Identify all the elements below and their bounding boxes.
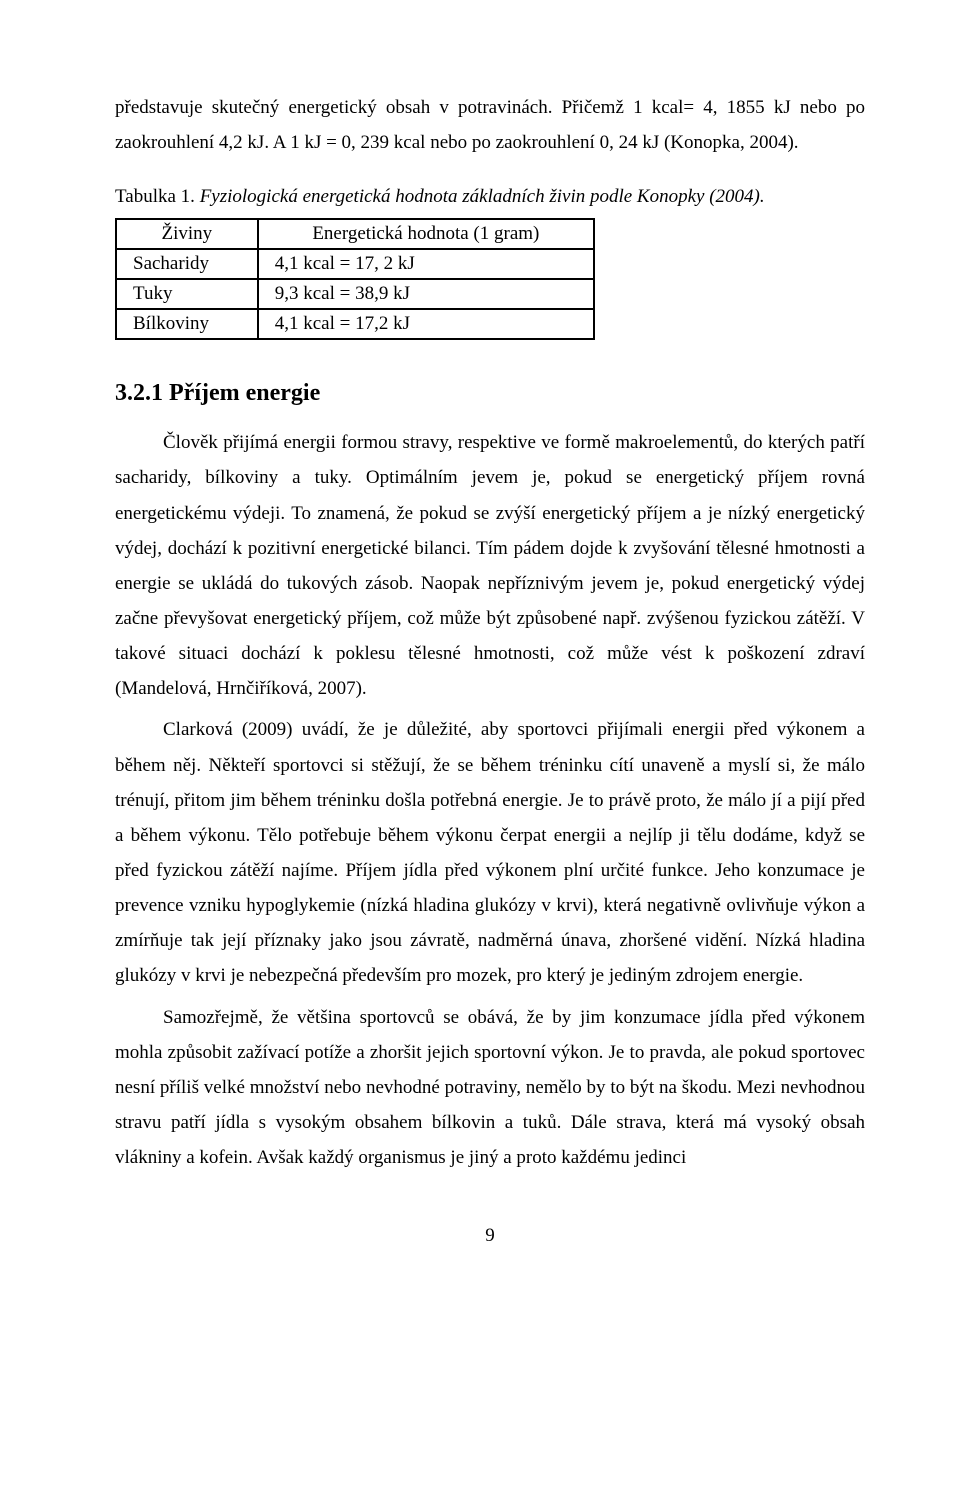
table-cell: Sacharidy [116,249,258,279]
table-row: Tuky 9,3 kcal = 38,9 kJ [116,279,594,309]
table-cell: Tuky [116,279,258,309]
table-caption: Tabulka 1. Fyziologická energetická hodn… [115,186,865,208]
table-row: Bílkoviny 4,1 kcal = 17,2 kJ [116,309,594,339]
table-cell: 9,3 kcal = 38,9 kJ [258,279,594,309]
table-cell: 4,1 kcal = 17, 2 kJ [258,249,594,279]
body-paragraph-3: Samozřejmě, že většina sportovců se obáv… [115,1000,865,1176]
body-paragraph-2: Clarková (2009) uvádí, že je důležité, a… [115,712,865,993]
intro-paragraph: představuje skutečný energetický obsah v… [115,90,865,160]
section-heading: 3.2.1 Příjem energie [115,380,865,407]
table-caption-italic: Fyziologická energetická hodnota základn… [200,186,765,207]
page-number: 9 [115,1225,865,1247]
body-paragraph-1: Člověk přijímá energii formou stravy, re… [115,425,865,706]
table-cell: 4,1 kcal = 17,2 kJ [258,309,594,339]
nutrient-table: Živiny Energetická hodnota (1 gram) Sach… [115,218,595,340]
table-row: Sacharidy 4,1 kcal = 17, 2 kJ [116,249,594,279]
table-cell: Bílkoviny [116,309,258,339]
table-caption-prefix: Tabulka 1. [115,186,200,207]
table-header-col1: Živiny [116,219,258,249]
table-header-row: Živiny Energetická hodnota (1 gram) [116,219,594,249]
table-header-col2: Energetická hodnota (1 gram) [258,219,594,249]
document-page: představuje skutečný energetický obsah v… [0,0,960,1307]
